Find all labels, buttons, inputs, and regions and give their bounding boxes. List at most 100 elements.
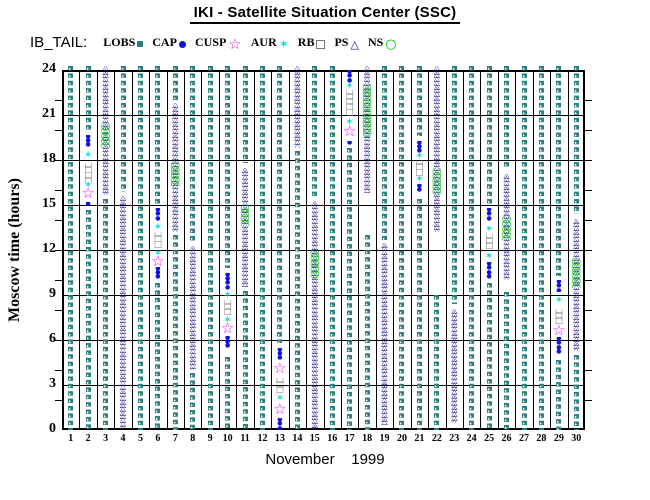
gridline-horizontal bbox=[62, 115, 585, 116]
segment-cusp: ☆ bbox=[273, 361, 287, 376]
y-axis-minor-tick bbox=[55, 310, 62, 311]
y-axis-minor-tick bbox=[585, 220, 592, 221]
y-axis-minor-tick bbox=[585, 340, 592, 341]
y-axis-minor-tick bbox=[585, 310, 592, 311]
legend-item-label: RB bbox=[297, 34, 315, 49]
plot-area: ● ☆ ✶ □ □ □ □ ✶ ● ● ● △ △ △ △ △ △ △ △ △ △ △ △ … bbox=[62, 66, 585, 430]
segment-lobs bbox=[486, 66, 492, 204]
segment-lobs bbox=[85, 66, 91, 130]
segment-cap: ● ● ● ● bbox=[224, 272, 231, 291]
segment-lobs bbox=[172, 66, 178, 100]
legend-item-ns: NS ○ bbox=[367, 34, 397, 51]
aur-star-icon: ✶ bbox=[278, 37, 289, 51]
segment-lobs bbox=[364, 235, 370, 430]
segment-cap: ● ● ● bbox=[224, 335, 231, 350]
segment-ps: △ △ △ △ △ △ △ △ △ △ △ △ △ △ △ △ △ △ △ △ … bbox=[503, 173, 510, 281]
segment-lobs bbox=[103, 199, 109, 430]
y-axis-minor-tick bbox=[585, 280, 592, 281]
segment-cap: ● ● ● bbox=[486, 208, 492, 222]
y-axis-minor-tick bbox=[585, 190, 592, 191]
y-axis-minor-tick bbox=[55, 190, 62, 191]
segment-cap: ● ● ● ● bbox=[486, 262, 492, 279]
y-tick-label: 21 bbox=[42, 106, 56, 121]
segment-aur: ✶ bbox=[484, 251, 494, 262]
segment-cusp: ☆ bbox=[151, 253, 165, 269]
y-axis-minor-tick bbox=[55, 340, 62, 341]
y-axis-minor-tick bbox=[55, 250, 62, 251]
y-axis-minor-tick bbox=[585, 130, 592, 131]
x-tick-label: 3 bbox=[103, 433, 109, 444]
segment-lobs bbox=[260, 66, 265, 430]
segment-lobs bbox=[225, 356, 231, 430]
segment-cap: ● ● ● bbox=[85, 134, 91, 148]
y-tick-label: 9 bbox=[49, 286, 56, 301]
segment-rb: □ □ □ bbox=[153, 232, 162, 250]
legend-item-label: NS bbox=[367, 34, 384, 49]
y-tick-label: 0 bbox=[49, 421, 56, 436]
y-axis-minor-tick bbox=[55, 220, 62, 221]
segment-lobs bbox=[416, 66, 422, 136]
segment-ns: ○ ○ ○ ○ ○ bbox=[309, 250, 320, 279]
segment-lobs bbox=[155, 283, 161, 430]
segment-lobs bbox=[190, 66, 196, 241]
segment-ps: △ △ △ △ △ △ △ △ △ △ △ △ △ △ △ △ △ △ △ △ … bbox=[242, 167, 249, 288]
segment-ps: △ △ △ △ △ △ △ △ △ △ △ △ △ △ △ △ △ △ △ △ … bbox=[573, 218, 580, 351]
segment-ns: ○ ○ ○ ○ ○ bbox=[431, 167, 442, 195]
x-tick-label: 5 bbox=[137, 433, 143, 444]
segment-lobs bbox=[573, 355, 579, 430]
x-tick-label: 30 bbox=[571, 433, 582, 444]
segment-rb: □ □ □ □ □ bbox=[345, 89, 354, 118]
segment-aur: ✶ bbox=[83, 150, 93, 161]
y-tick-label: 12 bbox=[42, 241, 56, 256]
gridline-horizontal bbox=[62, 205, 585, 206]
y-axis-minor-tick bbox=[585, 160, 592, 161]
gridline-horizontal bbox=[62, 340, 585, 341]
segment-cap: ● ● ● bbox=[277, 418, 283, 430]
y-axis-minor-tick bbox=[585, 400, 592, 401]
segment-lobs bbox=[207, 66, 213, 430]
y-tick-label: 3 bbox=[49, 376, 56, 391]
x-tick-label: 29 bbox=[553, 433, 564, 444]
segment-aur: ✶ bbox=[415, 175, 424, 186]
x-tick-label: 12 bbox=[257, 433, 268, 444]
x-tick-label: 15 bbox=[309, 433, 320, 444]
segment-lobs bbox=[242, 290, 248, 430]
y-tick-label: 6 bbox=[49, 331, 56, 346]
segment-ps: △ △ △ △ △ △ △ △ △ △ △ △ △ △ △ △ △ △ △ △ … bbox=[189, 245, 196, 371]
y-axis-title: Moscow time (hours) bbox=[6, 178, 23, 322]
y-axis-minor-tick bbox=[55, 370, 62, 371]
segment-lobs bbox=[451, 66, 457, 304]
segment-cap: ● ● bbox=[416, 184, 423, 193]
segment-ns: ○ ○ ○ ○ bbox=[240, 205, 250, 226]
segment-lobs bbox=[172, 235, 178, 430]
x-tick-label: 18 bbox=[362, 433, 373, 444]
gridline-horizontal bbox=[62, 250, 585, 251]
legend-item-cusp: CUSP ☆ bbox=[195, 35, 242, 52]
segment-lobs bbox=[556, 66, 562, 276]
x-tick-label: 10 bbox=[222, 433, 233, 444]
segment-lobs bbox=[486, 283, 492, 430]
segment-rb: □ □ □ □ bbox=[84, 163, 93, 183]
y-axis-minor-tick bbox=[585, 370, 592, 371]
x-tick-label: 16 bbox=[327, 433, 338, 444]
segment-lobs bbox=[434, 295, 440, 430]
segment-lobs bbox=[504, 292, 510, 430]
x-tick-label: 25 bbox=[484, 433, 495, 444]
legend: IB_TAIL: LOBS CAP CUSP ☆ AUR ✶ RB PS △ N… bbox=[30, 31, 406, 53]
x-tick-label: 26 bbox=[501, 433, 512, 444]
lobs-filled-square-icon bbox=[137, 41, 144, 47]
segment-cusp: ☆ bbox=[220, 320, 235, 336]
y-axis-minor-tick bbox=[585, 250, 592, 251]
x-tick-label: 4 bbox=[120, 433, 126, 444]
segment-ps: △ △ △ △ △ △ △ △ △ △ △ △ △ △ △ △ △ △ △ △ … bbox=[433, 66, 440, 232]
segment-lobs bbox=[294, 151, 300, 430]
segment-ns: ○ ○ ○ ○ ○ bbox=[501, 215, 512, 240]
y-tick-label: 24 bbox=[42, 61, 56, 76]
segment-aur: ✶ bbox=[275, 394, 285, 405]
legend-item-label: CAP bbox=[152, 34, 177, 49]
legend-item-cap: CAP bbox=[152, 35, 186, 50]
segment-ps: △ △ △ △ △ △ △ △ △ △ △ △ △ △ △ △ △ △ △ △ … bbox=[364, 66, 371, 193]
y-axis-minor-tick bbox=[55, 280, 62, 281]
segment-cusp: ☆ bbox=[342, 124, 357, 139]
segment-ps: △ △ △ △ △ △ △ △ △ △ △ △ △ △ △ △ △ △ △ △ … bbox=[172, 103, 179, 232]
